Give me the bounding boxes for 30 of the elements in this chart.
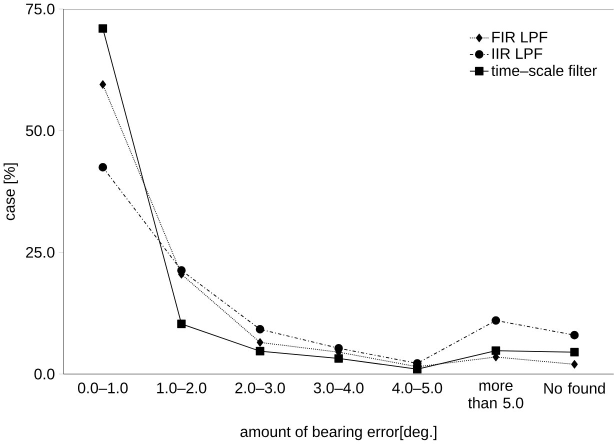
point	[177, 320, 186, 328]
point	[98, 163, 108, 172]
legend-label: FIR LPF	[492, 32, 548, 42]
point	[570, 348, 579, 357]
point	[100, 80, 106, 89]
x-tick-label: 0.0–1.0	[78, 382, 128, 394]
point	[492, 316, 500, 325]
x-axis-title: amount of bearing error[deg.]	[240, 426, 436, 440]
x-tick-label: more than 5.0	[468, 382, 524, 408]
point	[570, 330, 579, 340]
legend-label: time–scale filter	[491, 64, 597, 76]
x-tick-label: 2.0–3.0	[235, 382, 285, 394]
point	[256, 347, 264, 356]
point	[492, 346, 500, 356]
point	[98, 24, 108, 33]
x-tick-label: 3.0–4.0	[314, 382, 364, 394]
point	[571, 360, 578, 369]
x-tick-label: 4.0–5.0	[392, 382, 442, 394]
point	[256, 325, 264, 334]
x-tick-label: No found	[544, 382, 605, 394]
y-tick-label: 75.0	[26, 4, 54, 15]
legend-label: IIR LPF	[492, 48, 542, 59]
y-tick-label: 25.0	[26, 247, 54, 258]
point	[413, 365, 422, 374]
y-axis-title: case [%]	[4, 164, 18, 220]
point	[256, 338, 264, 347]
point	[334, 354, 343, 363]
y-tick-label: 0.0	[34, 368, 54, 380]
y-tick-label: 50.0	[26, 125, 54, 136]
x-tick-label: 1.0–2.0	[157, 382, 206, 394]
